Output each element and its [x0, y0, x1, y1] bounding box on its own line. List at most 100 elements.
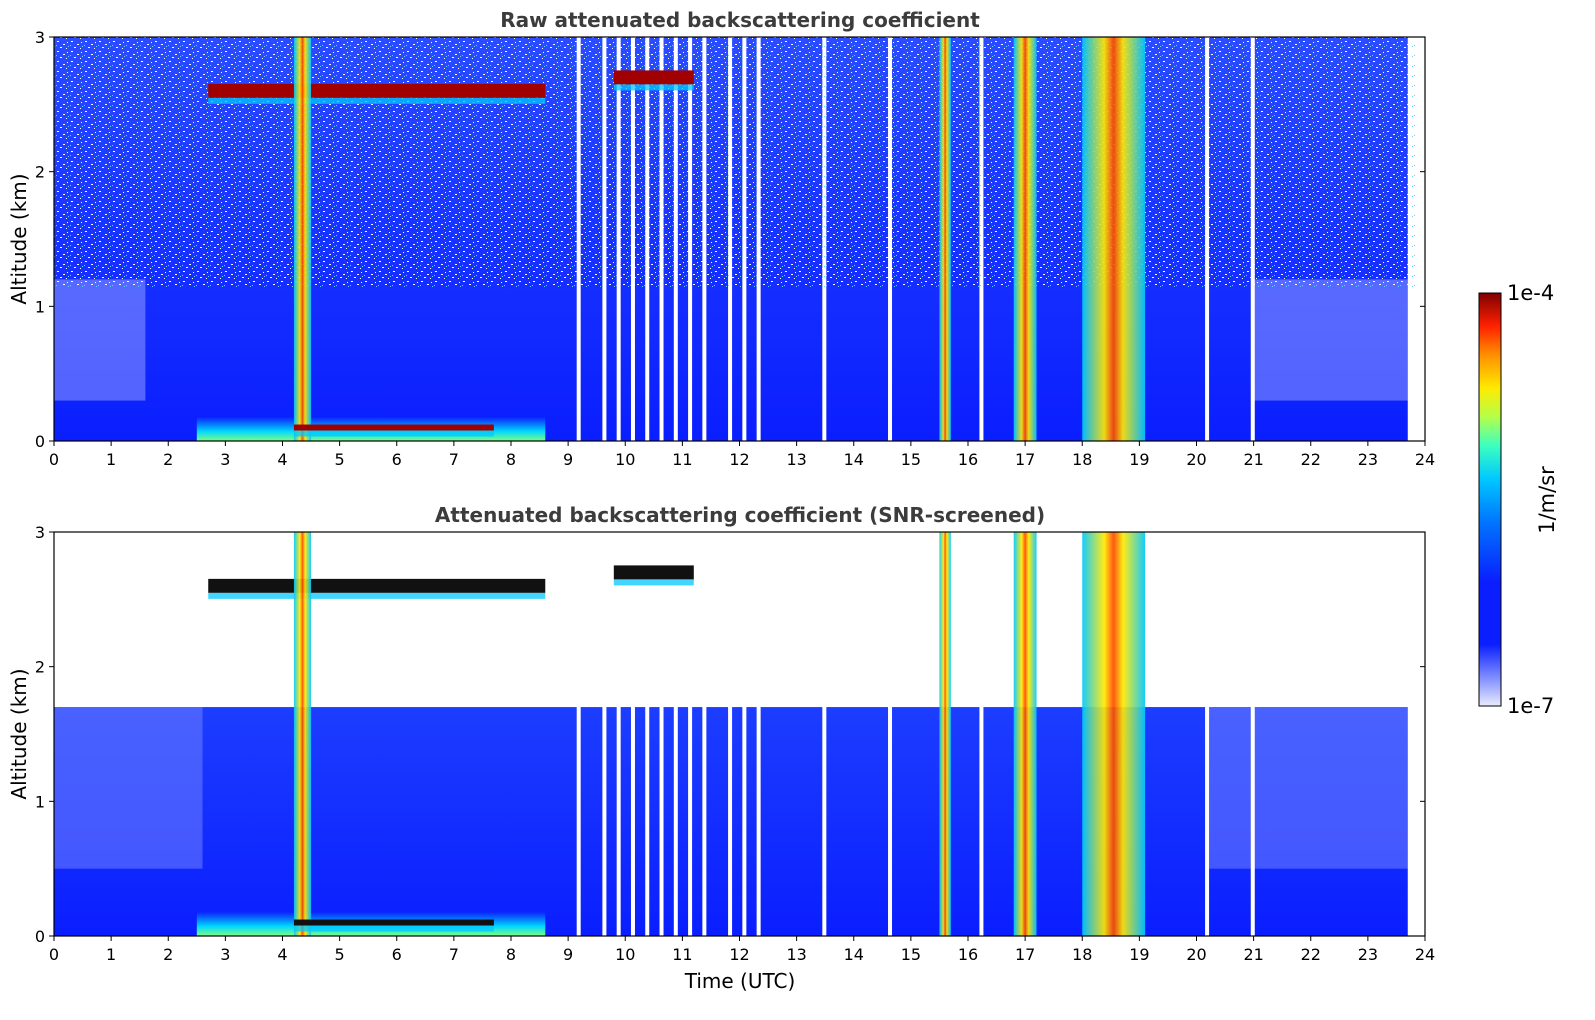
x-tick-label: 16 — [958, 450, 978, 469]
colorbar-min-label: 1e-7 — [1507, 694, 1554, 718]
gap-column — [616, 532, 621, 936]
x-tick-label: 21 — [1243, 450, 1263, 469]
precipitation-shaft — [1013, 532, 1037, 936]
y-tick-label: 0 — [35, 927, 45, 946]
x-tick-label: 20 — [1186, 945, 1206, 964]
gap-column — [630, 532, 635, 936]
x-tick-label: 24 — [1415, 945, 1435, 964]
top-panel-title: Raw attenuated backscattering coefficien… — [500, 8, 980, 32]
no-data-region — [1407, 532, 1425, 936]
x-tick-label: 12 — [729, 450, 749, 469]
precipitation-shaft — [1082, 37, 1146, 441]
gap-column — [602, 532, 607, 936]
top-panel-raw: Raw attenuated backscattering coefficien… — [7, 8, 1435, 469]
pale-band — [1207, 707, 1408, 869]
x-tick-label: 10 — [615, 450, 635, 469]
gap-column — [702, 532, 707, 936]
y-tick-label: 1 — [35, 792, 45, 811]
x-tick-label: 1 — [106, 450, 116, 469]
x-tick-label: 14 — [844, 450, 864, 469]
x-tick-label: 4 — [277, 450, 287, 469]
x-tick-label: 15 — [901, 945, 921, 964]
colorbar-max-label: 1e-4 — [1507, 281, 1554, 305]
y-tick-label: 3 — [35, 523, 45, 542]
aerosol-layer — [293, 424, 494, 431]
gap-column — [979, 532, 984, 936]
x-axis-label: Time (UTC) — [684, 969, 796, 993]
x-tick-label: 18 — [1072, 450, 1092, 469]
x-tick-label: 6 — [392, 945, 402, 964]
bottom-panel-title: Attenuated backscattering coefficient (S… — [435, 503, 1045, 527]
x-tick-label: 13 — [786, 945, 806, 964]
cloud-edge — [613, 579, 694, 586]
gap-column — [742, 532, 747, 936]
precipitation-shaft — [1082, 532, 1146, 936]
gap-column — [688, 532, 693, 936]
bottom-heatmap-field — [54, 532, 1425, 936]
x-tick-label: 17 — [1015, 450, 1035, 469]
pale-band — [1253, 279, 1408, 401]
bottom-features — [196, 532, 1146, 936]
x-tick-label: 2 — [163, 945, 173, 964]
x-tick-label: 17 — [1015, 945, 1035, 964]
x-tick-label: 19 — [1129, 450, 1149, 469]
top-x-axis: 0 1 2 3 4 5 6 7 8 9 10 11 12 13 14 15 16 17 18 19 20 21 22 23 24 — [49, 441, 1435, 469]
gap-column — [576, 532, 581, 936]
x-tick-label: 11 — [672, 945, 692, 964]
aerosol-layer-edge — [293, 925, 494, 932]
pale-band — [54, 279, 146, 401]
x-tick-label: 7 — [449, 945, 459, 964]
x-tick-label: 4 — [277, 945, 287, 964]
precipitation-shaft — [293, 37, 312, 441]
x-tick-label: 1 — [106, 945, 116, 964]
x-tick-label: 23 — [1358, 945, 1378, 964]
gap-column — [645, 532, 650, 936]
pale-band — [54, 707, 203, 869]
x-tick-label: 9 — [563, 450, 573, 469]
x-tick-label: 12 — [729, 945, 749, 964]
gap-column — [888, 532, 893, 936]
y-tick-label: 1 — [35, 297, 45, 316]
x-tick-label: 0 — [49, 450, 59, 469]
top-noise-overlay — [54, 37, 1425, 287]
bottom-y-axis-label: Altitude (km) — [7, 668, 31, 799]
colorbar-unit-label: 1/m/sr — [1535, 466, 1559, 534]
x-tick-label: 3 — [220, 945, 230, 964]
cloud — [613, 565, 694, 580]
x-tick-label: 3 — [220, 450, 230, 469]
cloud — [613, 70, 694, 85]
x-tick-label: 13 — [786, 450, 806, 469]
gap-column — [728, 532, 733, 936]
y-tick-label: 0 — [35, 432, 45, 451]
top-y-axis-label: Altitude (km) — [7, 173, 31, 304]
top-features — [196, 37, 1146, 441]
x-tick-label: 10 — [615, 945, 635, 964]
gap-column — [1205, 532, 1210, 936]
x-tick-label: 23 — [1358, 450, 1378, 469]
precipitation-shaft — [1013, 37, 1037, 441]
y-tick-label: 2 — [35, 163, 45, 182]
x-tick-label: 22 — [1301, 945, 1321, 964]
gap-column — [756, 532, 761, 936]
x-tick-label: 16 — [958, 945, 978, 964]
x-tick-label: 24 — [1415, 450, 1435, 469]
x-tick-label: 6 — [392, 450, 402, 469]
gap-column — [822, 532, 827, 936]
precipitation-shaft — [939, 532, 951, 936]
precipitation-shaft — [293, 532, 312, 936]
x-tick-label: 22 — [1301, 450, 1321, 469]
x-tick-label: 5 — [335, 450, 345, 469]
bottom-heatmap — [54, 532, 1425, 936]
cloud-layer — [208, 83, 546, 98]
cloud-layer-edge — [208, 97, 546, 104]
cloud-edge — [613, 84, 694, 91]
x-tick-label: 15 — [901, 450, 921, 469]
x-tick-label: 5 — [335, 945, 345, 964]
y-tick-label: 3 — [35, 28, 45, 47]
cloud-layer — [208, 578, 546, 593]
aerosol-layer-edge — [293, 430, 494, 437]
precipitation-shaft — [939, 37, 951, 441]
x-tick-label: 2 — [163, 450, 173, 469]
x-tick-label: 20 — [1186, 450, 1206, 469]
